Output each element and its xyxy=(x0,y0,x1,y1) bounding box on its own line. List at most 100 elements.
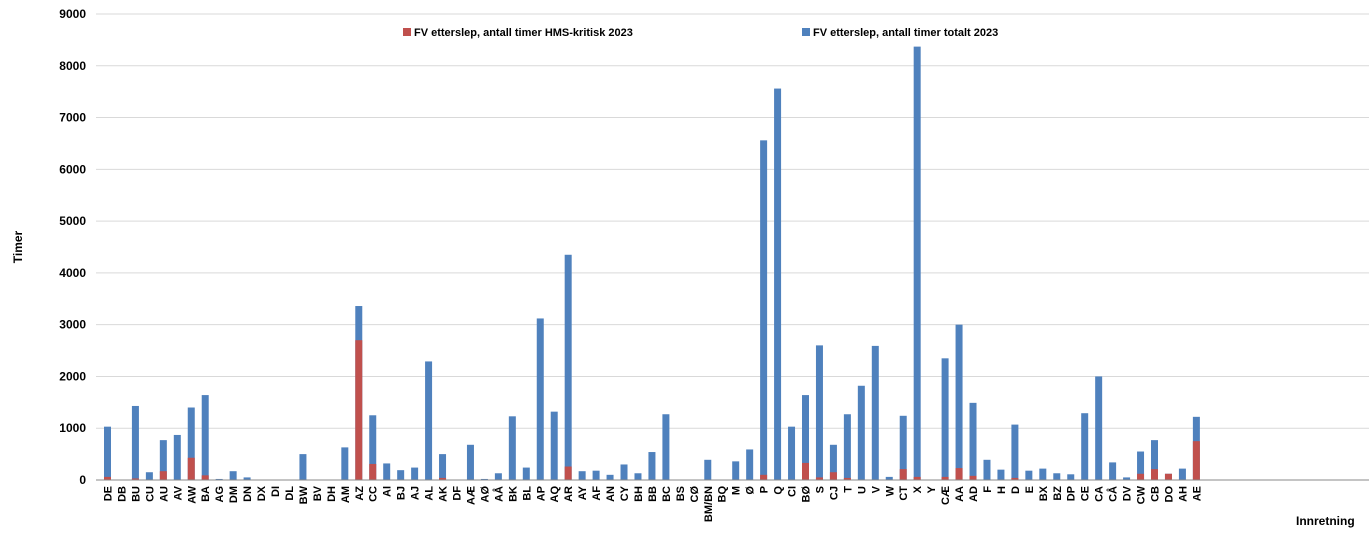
x-category-label: CA xyxy=(1094,486,1106,502)
bar-hms-AE xyxy=(1192,441,1200,480)
bar-hms-CW xyxy=(1137,473,1145,480)
bar-total-CU xyxy=(145,472,153,480)
y-tick-label: 2000 xyxy=(59,369,86,383)
legend-swatch-hms xyxy=(403,28,411,36)
bar-total-AD xyxy=(969,402,977,480)
x-category-label: CÆ xyxy=(940,486,952,505)
bar-total-DV xyxy=(1123,477,1131,480)
x-category-label: DV xyxy=(1122,485,1134,501)
x-category-label: H xyxy=(996,486,1008,494)
gridlines xyxy=(96,13,1369,429)
x-category-label: F xyxy=(982,486,994,493)
bar-total-AR xyxy=(564,254,572,480)
bar-hms-P xyxy=(760,474,768,480)
bar-total-DM xyxy=(229,471,237,480)
bar-total-AN xyxy=(606,474,614,480)
bar-total-BØ xyxy=(802,395,809,480)
bar-total-CT xyxy=(899,415,907,480)
x-category-label: AJ xyxy=(410,486,422,500)
x-category-label: CJ xyxy=(828,486,840,500)
bar-total-W xyxy=(885,476,893,480)
x-axis-title: Innretning xyxy=(1296,514,1355,528)
bar-hms-AW xyxy=(187,457,195,480)
y-tick-label: 4000 xyxy=(59,266,86,280)
bar-total-H xyxy=(997,469,1005,480)
x-category-label: BV xyxy=(312,485,324,501)
y-tick-label: 3000 xyxy=(59,318,86,332)
bar-total-T xyxy=(843,414,851,480)
bar-total-BB xyxy=(648,452,656,480)
x-category-label: D xyxy=(1010,486,1022,494)
bar-total-AL xyxy=(425,361,433,480)
bar-hms-S xyxy=(815,477,823,480)
x-category-label: BB xyxy=(647,486,659,502)
bar-total-P xyxy=(760,140,768,481)
bar-hms-T xyxy=(843,477,851,480)
x-category-label: V xyxy=(870,485,882,493)
bar-total-DE xyxy=(104,426,111,480)
x-category-label: DO xyxy=(1163,486,1175,503)
x-category-label: BU xyxy=(130,486,142,502)
y-tick-label: 6000 xyxy=(59,162,86,176)
bar-total-U xyxy=(857,385,865,480)
x-category-label: AF xyxy=(591,486,603,501)
x-category-label: AZ xyxy=(354,486,366,501)
x-category-label: BL xyxy=(521,486,533,501)
x-category-label: DE xyxy=(103,486,115,501)
x-category-label: BK xyxy=(507,486,519,502)
bar-hms-AU xyxy=(159,471,167,480)
x-category-label: E xyxy=(1024,486,1036,493)
legend-swatch-total xyxy=(802,28,810,36)
x-category-label: BS xyxy=(675,486,687,501)
legend-label-hms: FV etterslep, antall timer HMS-kritisk 2… xyxy=(414,27,633,39)
bar-total-BL xyxy=(522,467,530,480)
bar-total-F xyxy=(983,459,991,480)
bar-hms-BØ xyxy=(802,462,809,480)
x-category-label: AI xyxy=(382,486,394,497)
bar-total-AV xyxy=(173,434,181,480)
x-category-label: DB xyxy=(116,486,128,502)
bar-total-V xyxy=(871,345,879,480)
x-category-label: AV xyxy=(172,485,184,500)
x-category-label: Q xyxy=(773,486,785,495)
bar-total-CC xyxy=(369,415,377,480)
x-category-label: CÅ xyxy=(1107,486,1120,502)
x-category-label: BX xyxy=(1038,485,1050,501)
bar-total-BK xyxy=(508,416,516,480)
bar-total-CI xyxy=(788,426,796,480)
bar-total-AA xyxy=(955,324,963,480)
bar-total-BU xyxy=(131,405,139,480)
x-category-label: DN xyxy=(242,486,254,502)
bar-hms-AD xyxy=(969,475,977,480)
bar-total-AJ xyxy=(411,467,419,480)
x-category-label: X xyxy=(912,485,924,493)
bar-total-DN xyxy=(243,477,251,480)
bar-hms-AK xyxy=(439,477,447,480)
x-category-label: AÆ xyxy=(465,486,477,505)
x-category-label: CØ xyxy=(689,486,701,503)
x-category-label: AE xyxy=(1191,486,1203,501)
x-category-label: M xyxy=(731,486,743,495)
bar-total-CÅ xyxy=(1109,462,1117,480)
x-category-label: BC xyxy=(661,486,673,502)
y-tick-label: 5000 xyxy=(59,214,86,228)
x-category-label: AÅ xyxy=(492,486,505,502)
bar-total-BZ xyxy=(1053,473,1061,480)
x-category-label: AY xyxy=(577,485,589,500)
x-category-label: AK xyxy=(438,486,450,502)
x-category-label: BW xyxy=(298,485,310,504)
x-category-label: P xyxy=(759,486,771,493)
x-category-label: CW xyxy=(1136,485,1148,504)
bar-total-BC xyxy=(662,414,670,480)
bar-total-Ø xyxy=(746,449,754,480)
x-category-label: S xyxy=(814,486,826,493)
bar-total-X xyxy=(913,46,921,481)
x-category-label: BØ xyxy=(801,486,813,503)
bar-hms-CT xyxy=(899,469,907,480)
x-category-label: U xyxy=(856,486,868,494)
bar-hms-D xyxy=(1011,477,1019,480)
y-axis-ticks: 0 1000 2000 3000 4000 5000 6000 7000 8000 9000 xyxy=(59,7,86,487)
bar-total-BH xyxy=(634,473,642,480)
x-category-label: AN xyxy=(605,486,617,502)
